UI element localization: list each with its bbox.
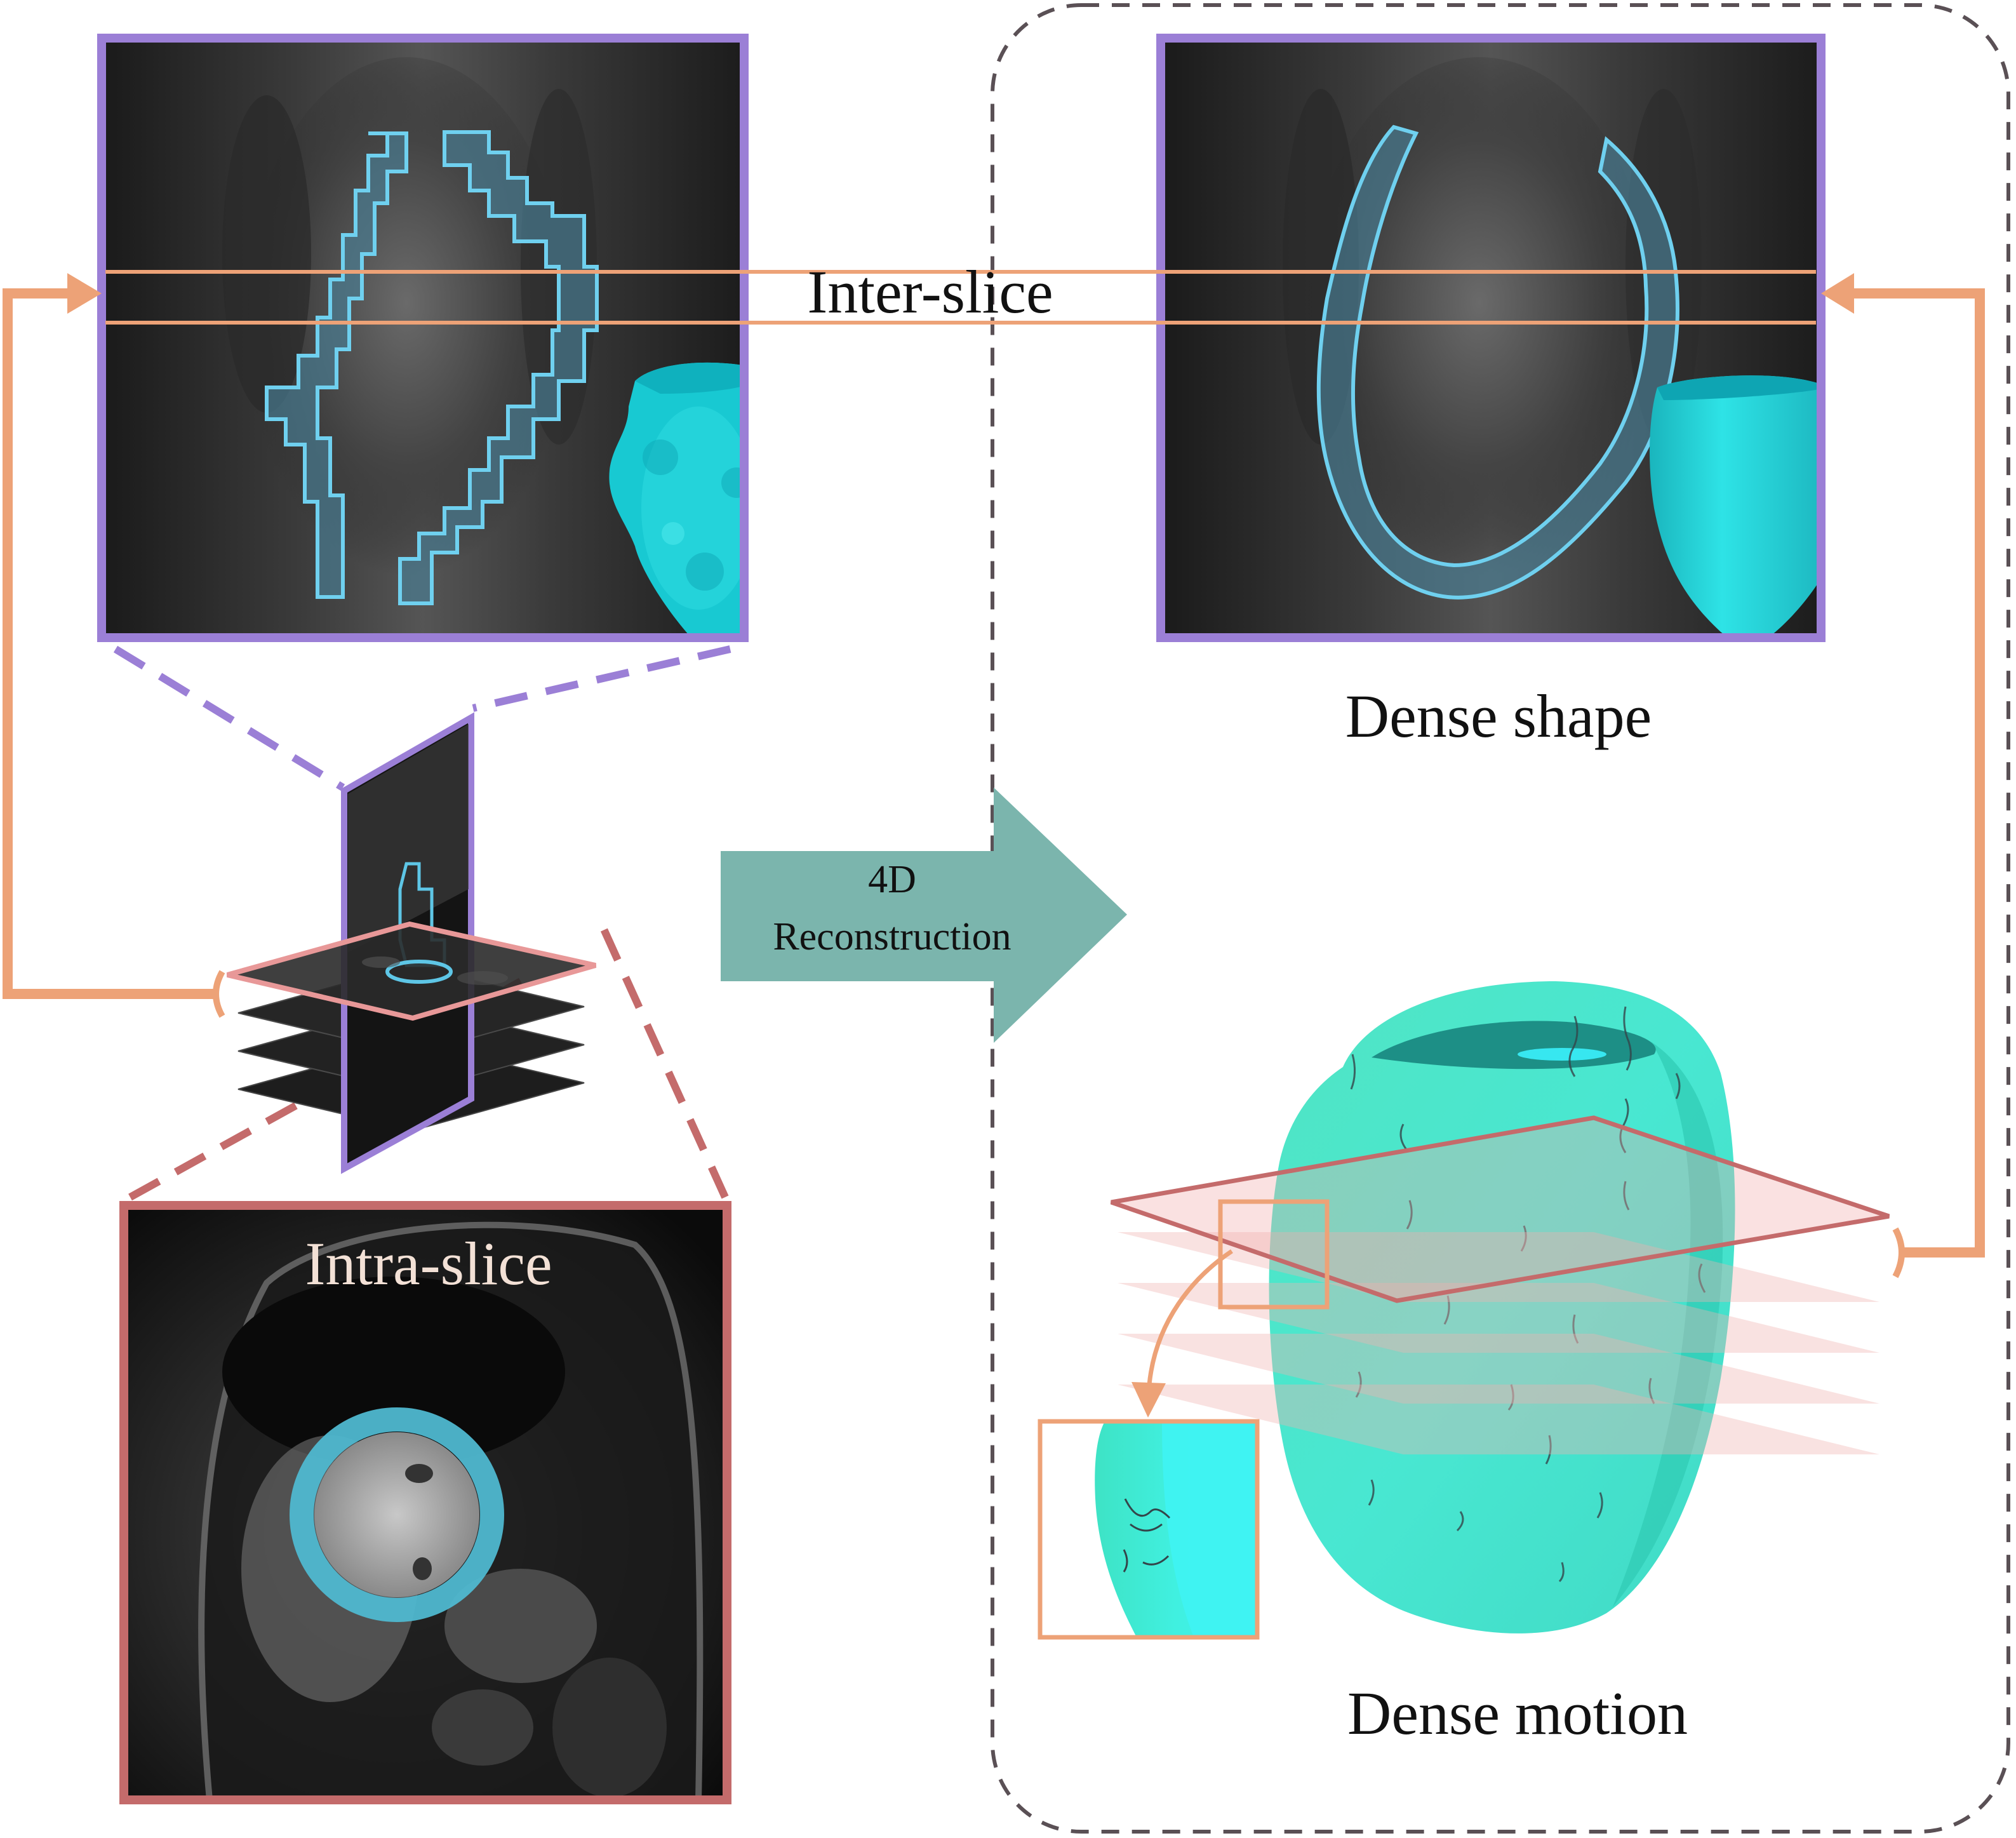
motion-plane xyxy=(1118,1334,1879,1404)
inter-slice-input-panel xyxy=(97,34,749,642)
reconstruction-label-line2: Reconstruction xyxy=(773,915,1011,958)
lv-myocardium-ring xyxy=(290,1407,504,1622)
intra-slice-label: Intra-slice xyxy=(305,1230,552,1298)
motion-plane xyxy=(1118,1283,1879,1353)
dense-shape-label: Dense shape xyxy=(1345,682,1652,750)
dense-motion-label: Dense motion xyxy=(1347,1679,1688,1747)
zoom-region-box xyxy=(1218,1199,1330,1310)
dense-shape-panel xyxy=(1156,34,1826,642)
blocky-myocardium-contour xyxy=(265,131,408,599)
motion-plane-highlighted xyxy=(1110,1115,1890,1303)
cmr-slice-stack xyxy=(113,645,731,1201)
reconstruction-label-line1: 4D xyxy=(868,858,916,901)
dense-motion-heart xyxy=(1110,981,1890,1633)
motion-zoom-inset xyxy=(1038,1419,1260,1640)
left-inter-slice-arrow xyxy=(3,273,225,1018)
motion-plane xyxy=(1118,1232,1879,1302)
dense-3d-mesh xyxy=(1650,375,1821,638)
reconstruction-arrow: 4D Reconstruction xyxy=(721,788,1127,1043)
right-inter-slice-arrow xyxy=(1821,273,1985,1278)
motion-plane xyxy=(1118,1385,1879,1454)
dense-region-border xyxy=(991,3,2010,1834)
intra-slice-panel: Intra-slice xyxy=(119,1201,731,1804)
inter-slice-label: Inter-slice xyxy=(807,258,1053,326)
coarse-3d-mesh xyxy=(609,362,744,638)
smooth-myocardium-contour xyxy=(1316,124,1679,600)
